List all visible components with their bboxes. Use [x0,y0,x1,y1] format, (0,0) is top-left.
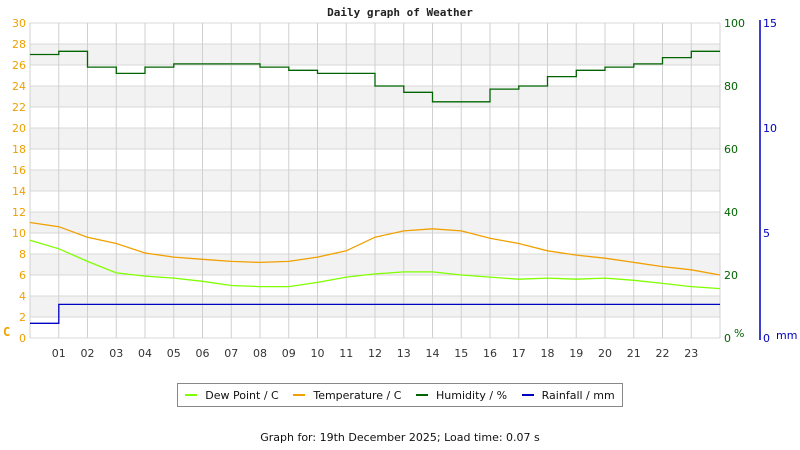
x-tick-label: 06 [196,347,210,360]
legend-item-dew-point: Dew Point / C [185,388,279,402]
x-tick-label: 08 [253,347,267,360]
humidity-tick-label: 0 [724,332,731,345]
humidity-swatch-icon [416,394,429,396]
y-tick-label: 6 [19,269,26,282]
rain-tick-label: 0 [763,332,770,345]
rainfall-swatch-icon [521,394,534,396]
rain-axis-label: mm [776,329,797,342]
temperature-line [29,221,721,276]
y-tick-label: 24 [12,80,26,93]
legend-label: Dew Point / C [205,388,279,402]
x-tick-label: 14 [426,347,440,360]
legend-label: Temperature / C [313,388,402,402]
x-tick-label: 17 [512,347,526,360]
left-axis-label: C [3,325,10,339]
chart-legend: Dew Point / C Temperature / C Humidity /… [177,383,623,407]
x-tick-label: 02 [81,347,95,360]
x-tick-label: 10 [311,347,325,360]
x-tick-label: 15 [454,347,468,360]
y-tick-label: 26 [12,59,26,72]
x-tick-label: 16 [483,347,497,360]
legend-label: Humidity / % [436,388,508,402]
humidity-tick-label: 60 [724,143,738,156]
y-tick-label: 8 [19,248,26,261]
y-tick-label: 12 [12,206,26,219]
graph-footer: Graph for: 19th December 2025; Load time… [260,431,540,444]
y-tick-label: 16 [12,164,26,177]
y-tick-label: 10 [12,227,26,240]
humidity-tick-label: 20 [724,269,738,282]
rain-tick-label: 10 [763,122,777,135]
humidity-tick-label: 40 [724,206,738,219]
x-tick-label: 21 [627,347,641,360]
y-tick-label: 22 [12,101,26,114]
humidity-axis-label: % [734,327,744,340]
x-tick-label: 05 [167,347,181,360]
x-tick-label: 11 [339,347,353,360]
dew-point-swatch-icon [185,394,198,396]
legend-item-humidity: Humidity / % [416,389,507,402]
temperature-swatch-icon [293,394,306,396]
y-tick-label: 14 [12,185,26,198]
y-tick-label: 28 [12,38,26,51]
rain-tick-label: 5 [763,227,770,240]
legend-item-rainfall: Rainfall / mm [521,388,615,402]
x-tick-label: 18 [541,347,555,360]
x-tick-label: 09 [282,347,296,360]
x-tick-label: 19 [569,347,583,360]
x-tick-label: 04 [138,347,152,360]
rainfall-line [30,303,720,324]
y-tick-label: 2 [19,311,26,324]
x-tick-label: 22 [656,347,670,360]
x-tick-label: 07 [224,347,238,360]
y-tick-label: 30 [12,17,26,30]
legend-item-temperature: Temperature / C [293,389,401,402]
y-tick-label: 4 [19,290,26,303]
humidity-tick-label: 100 [724,17,745,30]
y-tick-label: 0 [19,332,26,345]
x-tick-label: 01 [52,347,66,360]
humidity-line [30,50,720,103]
rain-tick-label: 15 [763,17,777,30]
x-tick-label: 12 [368,347,382,360]
y-tick-label: 18 [12,143,26,156]
y-tick-label: 20 [12,122,26,135]
x-tick-label: 13 [397,347,411,360]
humidity-tick-label: 80 [724,80,738,93]
x-tick-label: 03 [109,347,123,360]
x-tick-label: 23 [684,347,698,360]
legend-label: Rainfall / mm [541,388,615,402]
x-tick-label: 20 [598,347,612,360]
dew-line [29,239,721,290]
chart-title: Daily graph of Weather [327,6,473,19]
